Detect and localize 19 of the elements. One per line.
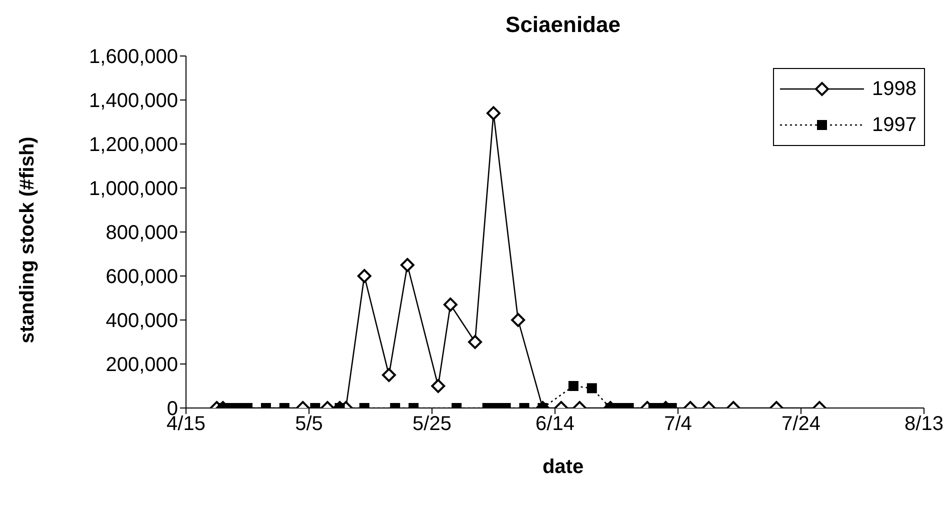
x-tick-label: 5/25 xyxy=(412,413,452,436)
y-tick-label: 800,000 xyxy=(106,222,178,244)
x-tick-label: 6/14 xyxy=(536,413,574,436)
y-tick-label: 1,000,000 xyxy=(89,178,178,200)
x-tick-label: 8/13 xyxy=(904,413,944,436)
y-tick-label: 600,000 xyxy=(106,266,178,288)
x-tick-label: 7/4 xyxy=(664,413,692,436)
y-tick-label: 200,000 xyxy=(106,354,178,376)
y-tick-label: 1,200,000 xyxy=(89,134,178,156)
chart-title: Sciaenidae xyxy=(504,12,622,38)
y-tick-label: 1,400,000 xyxy=(89,90,178,112)
x-axis-title: date xyxy=(541,456,585,479)
x-tick-label: 5/5 xyxy=(295,413,323,436)
y-tick-label: 1,600,000 xyxy=(89,46,178,68)
y-tick-label: 400,000 xyxy=(106,310,178,332)
legend-label: 1997 xyxy=(872,114,916,136)
y-axis-title: standing stock (#fish) xyxy=(16,136,40,344)
legend-label: 1998 xyxy=(872,78,916,100)
x-tick-label: 7/24 xyxy=(782,413,820,436)
